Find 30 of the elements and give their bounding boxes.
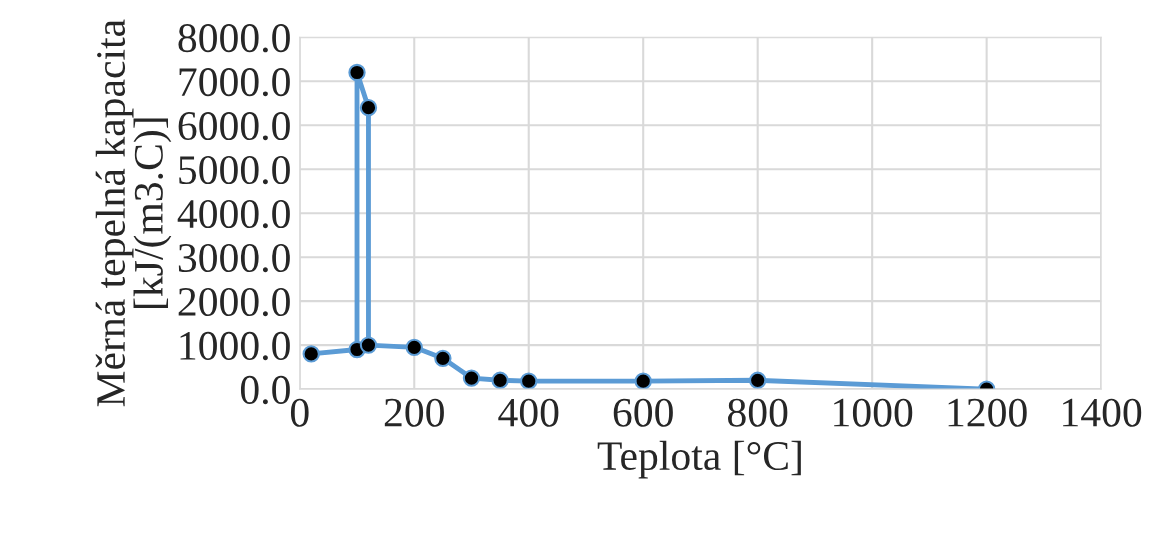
y-tick-label: 1000.0	[180, 331, 290, 361]
x-tick-label: 0	[290, 398, 309, 427]
y-tick-label: 2000.0	[178, 287, 290, 317]
point	[359, 336, 378, 354]
point	[348, 63, 366, 82]
x-tick-label: 1200	[948, 398, 1027, 427]
point	[434, 349, 452, 367]
point	[634, 372, 652, 390]
y-tick-label: 0.0	[240, 375, 290, 405]
y-tick-label: 7000.0	[179, 68, 290, 97]
x-tick-label: 200	[384, 398, 444, 427]
y-tick-label: 3000.0	[178, 243, 290, 273]
point	[462, 369, 481, 387]
point	[520, 372, 538, 390]
y-tick-label: 8000.0	[178, 24, 290, 53]
x-tick-label: 400	[498, 398, 559, 427]
y-tick-label: 6000.0	[178, 112, 290, 141]
y-axis-title: Měrná tepelná kapacita [kJ/(m3.C)]	[95, 19, 172, 407]
point	[302, 345, 320, 363]
point	[749, 371, 767, 389]
x-tick-label: 800	[728, 398, 788, 427]
x-axis-title: Teplota [°C]	[597, 440, 801, 479]
x-tick-label: 600	[613, 398, 673, 427]
point	[405, 338, 423, 356]
point	[491, 371, 509, 389]
point	[359, 98, 378, 117]
x-tick-label: 1400	[1063, 398, 1142, 427]
y-tick-label: 4000.0	[177, 199, 290, 229]
x-tick-label: 1000	[834, 398, 913, 427]
y-tick-label: 5000.0	[179, 155, 290, 185]
